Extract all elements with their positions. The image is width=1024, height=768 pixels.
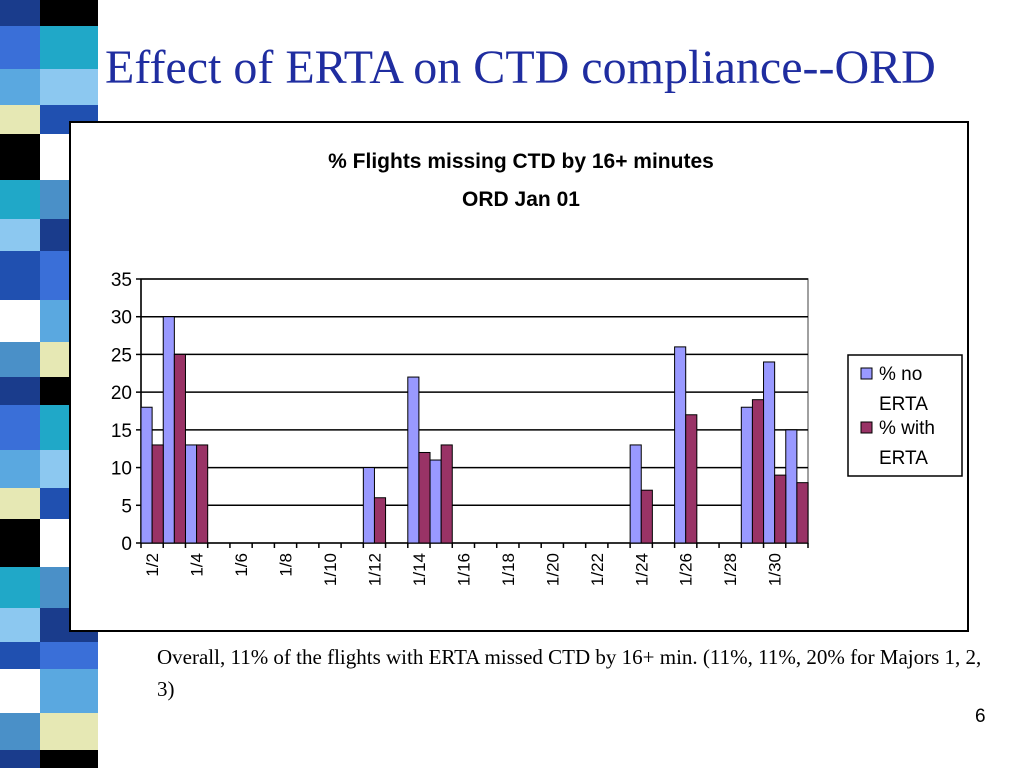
bar-no-erta (785, 429, 798, 544)
bar-with-erta (796, 482, 809, 544)
stripe-block (0, 750, 40, 768)
stripe-block (40, 26, 98, 69)
legend-label-with-erta-line1: % with (879, 418, 935, 439)
stripe-block (40, 713, 98, 750)
y-tick-label: 10 (111, 459, 132, 480)
page-number: 6 (975, 706, 986, 727)
legend-label-with-erta: % with ERTA (879, 418, 940, 469)
stripe-block (40, 69, 98, 105)
stripe-block (40, 750, 98, 768)
bar-with-erta (751, 399, 765, 544)
legend-swatch-no-erta (860, 367, 873, 380)
stripe-block (0, 377, 40, 405)
stripe-block (0, 219, 40, 251)
stripe-block (0, 519, 40, 567)
x-tick-label: 1/26 (677, 553, 696, 586)
bar-with-erta (173, 353, 186, 544)
x-tick-label: 1/2 (143, 553, 162, 577)
bar-with-erta (418, 451, 431, 544)
stripe-block (0, 300, 40, 342)
x-tick-label: 1/6 (232, 553, 251, 577)
bar-chart: % Flights missing CTD by 16+ minutes ORD… (111, 150, 963, 586)
x-tick-label: 1/16 (454, 553, 473, 586)
stripe-block (0, 69, 40, 105)
y-tick-label: 25 (111, 345, 132, 366)
bar-with-erta (640, 489, 653, 544)
stripe-block (0, 251, 40, 300)
bar-no-erta (140, 406, 153, 544)
x-tick-label: 1/20 (543, 553, 562, 586)
legend-swatch-with-erta (860, 421, 873, 434)
bar-with-erta (196, 444, 209, 544)
x-tick-label: 1/22 (588, 553, 607, 586)
slide-title: Effect of ERTA on CTD compliance--ORD (105, 41, 936, 94)
bar-with-erta (685, 414, 698, 544)
stripe-block (0, 105, 40, 134)
y-tick-label: 15 (111, 421, 132, 442)
chart-title: % Flights missing CTD by 16+ minutes (328, 150, 714, 173)
stripe-block (0, 342, 40, 377)
plot-area: 0 5 10 15 20 25 30 35 1/2 1/4 1/6 1/8 1/10 1/12 1/14 1/… (111, 270, 809, 586)
bar-with-erta (373, 497, 387, 544)
bar-no-erta (674, 346, 687, 544)
chart-frame: % Flights missing CTD by 16+ minutes ORD… (69, 121, 969, 632)
stripe-block (0, 713, 40, 750)
x-tick-label: 1/24 (632, 553, 651, 586)
plot-background (140, 278, 809, 544)
stripe-block (0, 26, 40, 69)
bar-no-erta (407, 376, 420, 544)
y-tick-label: 30 (111, 308, 132, 329)
bar-no-erta (629, 444, 642, 544)
x-tick-label: 1/4 (188, 553, 207, 577)
bar-no-erta (162, 316, 175, 544)
slide-caption: Overall, 11% of the flights with ERTA mi… (157, 645, 982, 701)
bar-with-erta (774, 474, 787, 544)
legend-label-no-erta: % no ERTA (879, 364, 928, 415)
stripe-block (0, 567, 40, 608)
stripe-block (0, 180, 40, 219)
bar-no-erta (429, 459, 442, 544)
bar-no-erta (740, 406, 753, 544)
x-tick-label: 1/28 (721, 553, 740, 586)
x-tick-label: 1/12 (365, 553, 384, 586)
y-tick-label: 5 (121, 496, 132, 517)
stripe-block (0, 405, 40, 450)
chart-subtitle: ORD Jan 01 (462, 188, 580, 211)
legend: % no ERTA % with ERTA (847, 354, 963, 477)
y-tick-label: 35 (111, 270, 132, 291)
y-tick-label: 20 (111, 383, 132, 404)
x-tick-label: 1/14 (410, 553, 429, 586)
x-tick-label: 1/18 (499, 553, 518, 586)
stripe-block (0, 488, 40, 519)
x-tick-label: 1/30 (766, 553, 785, 586)
bar-no-erta (184, 444, 198, 544)
stripe-block (0, 642, 40, 669)
y-tick-label: 0 (121, 534, 132, 555)
bar-with-erta (440, 444, 453, 544)
x-tick-label: 1/10 (321, 553, 340, 586)
stripe-block (0, 134, 40, 180)
stripe-block (40, 669, 98, 713)
x-tick-label: 1/8 (277, 553, 296, 577)
stripe-block (0, 0, 40, 26)
bar-with-erta (151, 444, 164, 544)
stripe-block (0, 450, 40, 488)
stripe-block (0, 669, 40, 713)
stripe-block (40, 0, 98, 26)
legend-label-no-erta-line2: ERTA (879, 394, 928, 415)
bar-no-erta (763, 361, 776, 544)
bar-no-erta (362, 467, 375, 544)
legend-label-no-erta-line1: % no (879, 364, 922, 385)
stripe-block (0, 608, 40, 642)
legend-label-with-erta-line2: ERTA (879, 448, 928, 469)
stripe-block (40, 642, 98, 669)
